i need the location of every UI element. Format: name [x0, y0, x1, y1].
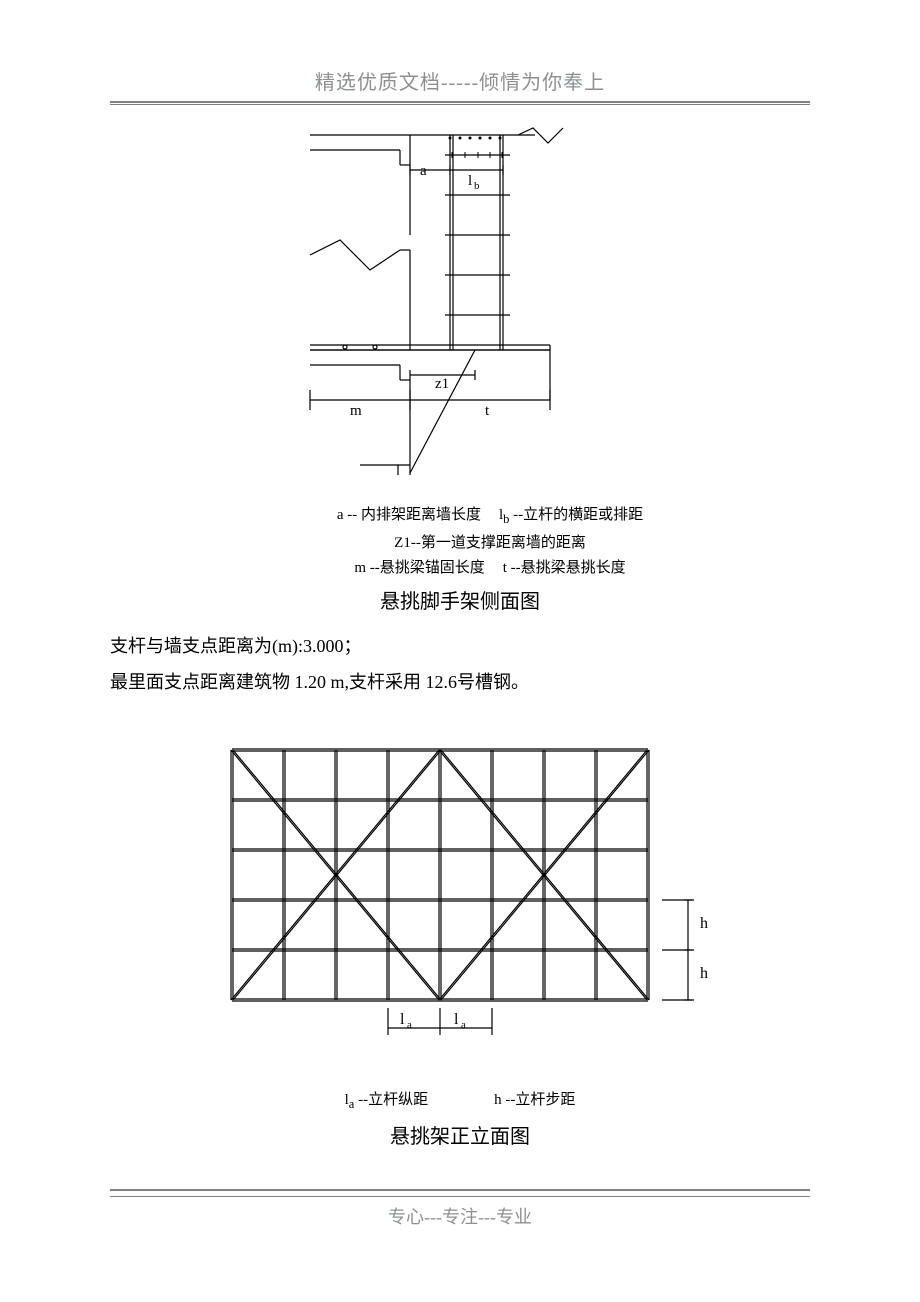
legend-h: h --立杆步距 [494, 1088, 575, 1112]
svg-text:a: a [407, 1019, 412, 1031]
body-text: 支杆与墙支点距离为(m):3.000； 最里面支点距离建筑物 1.20 m,支杆… [110, 628, 810, 700]
svg-text:h: h [700, 965, 708, 982]
front-view-legend: la --立杆纵距 h --立杆步距 [110, 1086, 810, 1114]
page-footer: 专心---专注---专业 [110, 1189, 810, 1229]
label-t: t [485, 403, 490, 419]
svg-text:l: l [400, 1011, 405, 1028]
label-a: a [420, 163, 427, 179]
page-header: 精选优质文档-----倾情为你奉上 [110, 66, 810, 103]
legend-a: a -- 内排架距离墙长度 [337, 503, 481, 527]
header-text: 精选优质文档-----倾情为你奉上 [315, 72, 605, 94]
front-view-svg: h h la la [200, 740, 720, 1080]
side-view-diagram: a lb z1 m t [110, 125, 810, 495]
header-rule [110, 104, 810, 105]
front-view-caption: 悬挑架正立面图 [110, 1120, 810, 1149]
legend-la: la --立杆纵距 [345, 1088, 428, 1112]
label-z1: z1 [435, 376, 449, 392]
svg-text:b: b [474, 180, 480, 192]
page: 精选优质文档-----倾情为你奉上 [0, 0, 920, 1279]
svg-text:l: l [454, 1011, 459, 1028]
legend-m: m --悬挑梁锚固长度 [354, 556, 484, 577]
legend-lb: lb --立杆的横距或排距 [499, 503, 643, 527]
label-m: m [350, 403, 362, 419]
legend-z1: Z1--第一道支撑距离墙的距离 [394, 531, 586, 552]
body-line-2: 最里面支点距离建筑物 1.20 m,支杆采用 12.6号槽钢。 [110, 664, 810, 700]
svg-text:l: l [468, 173, 472, 189]
body-line-1: 支杆与墙支点距离为(m):3.000； [110, 628, 810, 664]
legend-t: t --悬挑梁悬挑长度 [503, 556, 626, 577]
svg-text:a: a [461, 1019, 466, 1031]
front-view-diagram: h h la la [110, 740, 810, 1080]
side-view-svg: a lb z1 m t [290, 125, 630, 495]
footer-text: 专心---专注---专业 [388, 1207, 532, 1227]
side-view-legend: a -- 内排架距离墙长度 lb --立杆的横距或排距 Z1--第一道支撑距离墙… [170, 501, 810, 579]
svg-text:h: h [700, 915, 708, 932]
side-view-caption: 悬挑脚手架侧面图 [110, 585, 810, 614]
